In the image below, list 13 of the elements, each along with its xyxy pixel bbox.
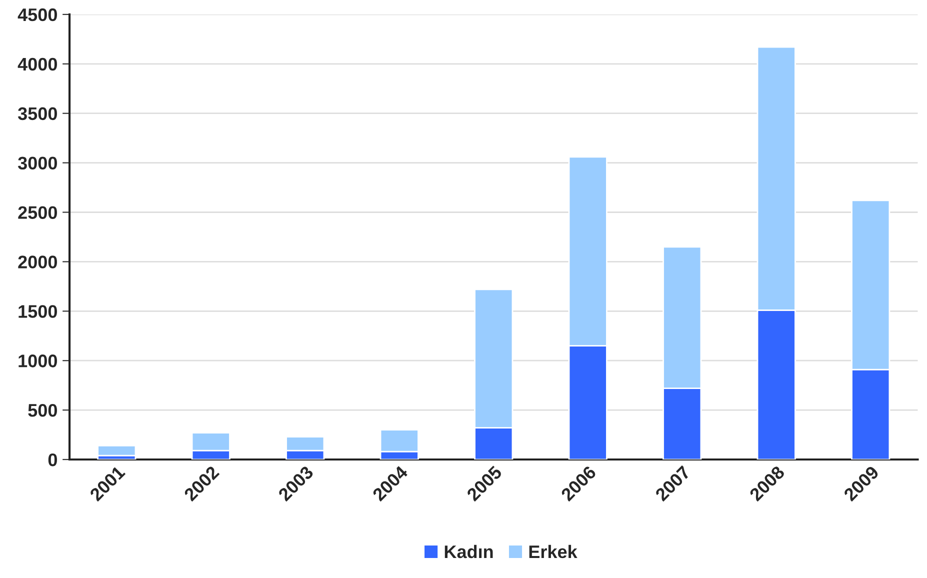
y-tick-label: 1500 [18, 305, 57, 318]
y-tick-label: 2000 [18, 256, 57, 268]
y-tick-label: 1000 [18, 354, 57, 368]
y-tick-label: 3000 [18, 156, 57, 170]
legend-label: Erkek [529, 544, 578, 558]
y-tick-label: 3500 [18, 107, 57, 120]
y-tick-label: 500 [28, 404, 57, 417]
y-tick-label: 2500 [18, 206, 57, 219]
legend-label: Kadın [444, 544, 493, 558]
y-tick-label: 4000 [18, 58, 57, 71]
y-tick-label: 0 [48, 453, 57, 466]
bar [97, 444, 136, 456]
y-tick-label: 4500 [18, 8, 57, 22]
